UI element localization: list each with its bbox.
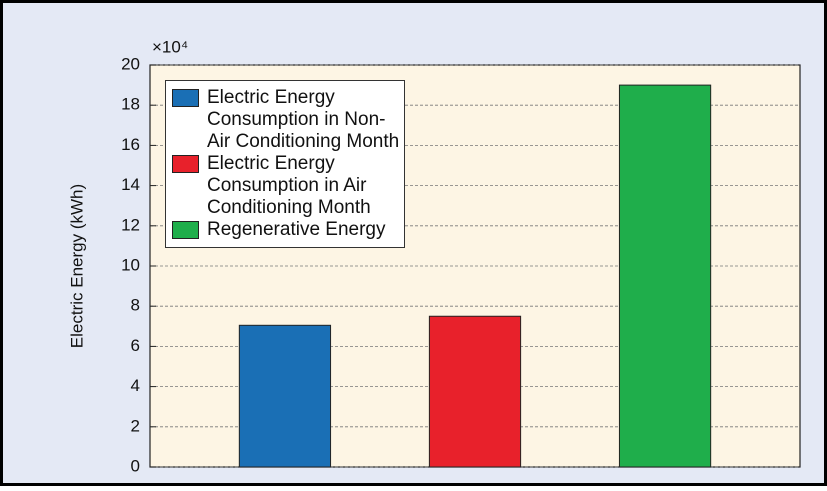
legend-label: Regenerative Energy: [207, 219, 386, 240]
legend-item: Regenerative Energy: [172, 219, 400, 241]
legend: Electric Energy Consumption in Non-Air C…: [165, 80, 405, 248]
y-tick-label: 14: [121, 175, 140, 194]
axis-multiplier: ×10⁴: [152, 37, 188, 56]
y-tick-label: 8: [131, 296, 140, 315]
y-tick-label: 6: [131, 336, 140, 355]
y-tick-label: 18: [121, 95, 140, 114]
y-axis-label: Electric Energy (kWh): [67, 184, 86, 348]
y-tick-label: 4: [131, 376, 140, 395]
bar: [428, 315, 522, 468]
legend-label: Electric Energy Consumption in Non-Air C…: [207, 87, 400, 152]
y-tick-label: 10: [121, 255, 140, 274]
bar: [618, 84, 712, 468]
legend-swatch: [172, 221, 199, 239]
bar: [238, 324, 332, 468]
y-tick-label: 16: [121, 135, 140, 154]
y-tick-label: 12: [121, 215, 140, 234]
legend-swatch: [172, 89, 199, 107]
y-tick-label: 2: [131, 416, 140, 435]
legend-item: Electric Energy Consumption in Non-Air C…: [172, 87, 400, 153]
y-tick-label: 0: [131, 456, 140, 475]
legend-swatch: [172, 155, 199, 173]
legend-label: Electric Energy Consumption in Air Condi…: [207, 153, 371, 218]
y-tick-label: 20: [121, 54, 140, 73]
legend-item: Electric Energy Consumption in Air Condi…: [172, 153, 400, 219]
